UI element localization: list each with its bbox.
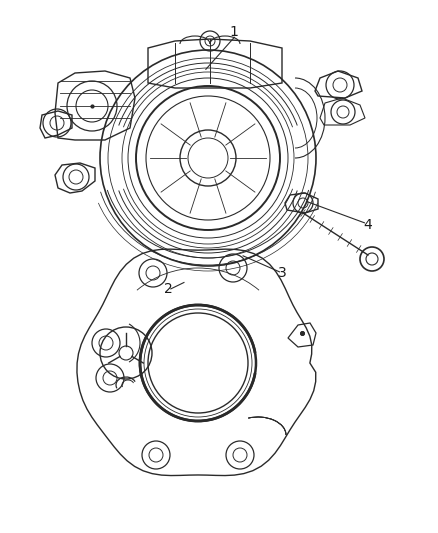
Text: 3: 3 <box>278 266 287 280</box>
Text: 1: 1 <box>230 25 239 39</box>
Text: 2: 2 <box>164 282 173 296</box>
Text: 4: 4 <box>364 218 372 232</box>
